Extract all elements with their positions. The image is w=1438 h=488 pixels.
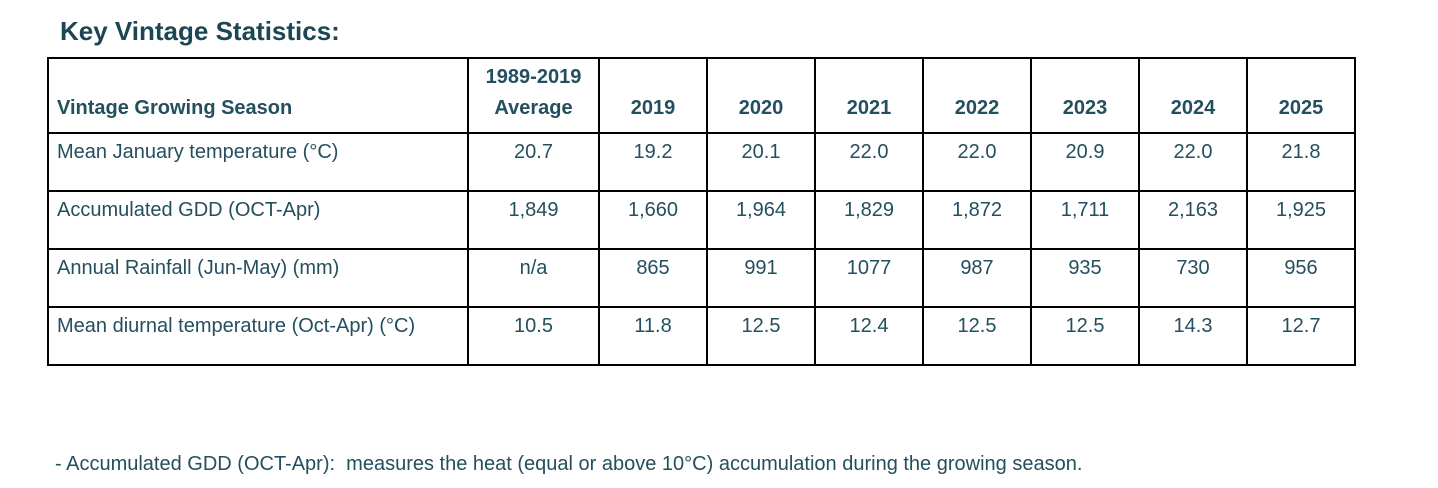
page-title: Key Vintage Statistics: bbox=[60, 16, 340, 46]
table-cell: 1,711 bbox=[1030, 190, 1140, 250]
table-cell: 20.9 bbox=[1030, 132, 1140, 192]
table-row-mean-diurnal-temperature: Mean diurnal temperature (Oct-Apr) (°C) … bbox=[47, 306, 1356, 366]
footnotes: - Accumulated GDD (OCT-Apr): measures th… bbox=[55, 382, 1341, 488]
header-year-2025: 2025 bbox=[1246, 57, 1356, 134]
table-cell: 865 bbox=[598, 248, 708, 308]
table-cell: 935 bbox=[1030, 248, 1140, 308]
table-cell: 12.5 bbox=[922, 306, 1032, 366]
table-cell: 730 bbox=[1138, 248, 1248, 308]
table-cell: 12.4 bbox=[814, 306, 924, 366]
table-cell: 21.8 bbox=[1246, 132, 1356, 192]
header-year-2022: 2022 bbox=[922, 57, 1032, 134]
table-cell: 22.0 bbox=[922, 132, 1032, 192]
table-row-mean-january-temperature: Mean January temperature (°C) 20.7 19.2 … bbox=[47, 132, 1356, 192]
row-label: Mean January temperature (°C) bbox=[47, 132, 469, 192]
table-cell: 22.0 bbox=[814, 132, 924, 192]
footnote-accumulated-gdd: - Accumulated GDD (OCT-Apr): measures th… bbox=[55, 453, 1083, 475]
table-cell: 12.5 bbox=[1030, 306, 1140, 366]
header-year-2021: 2021 bbox=[814, 57, 924, 134]
table-cell: 14.3 bbox=[1138, 306, 1248, 366]
table-cell: 987 bbox=[922, 248, 1032, 308]
table-cell: 1,849 bbox=[467, 190, 600, 250]
table-cell: 12.7 bbox=[1246, 306, 1356, 366]
vintage-statistics-table: Vintage Growing Season 1989-2019 Average… bbox=[47, 57, 1356, 366]
header-average-line1: 1989-2019 bbox=[485, 66, 582, 88]
header-year-2019: 2019 bbox=[598, 57, 708, 134]
table-cell: 20.7 bbox=[467, 132, 600, 192]
row-label: Mean diurnal temperature (Oct-Apr) (°C) bbox=[47, 306, 469, 366]
table-row-accumulated-gdd: Accumulated GDD (OCT-Apr) 1,849 1,660 1,… bbox=[47, 190, 1356, 250]
row-label: Annual Rainfall (Jun-May) (mm) bbox=[47, 248, 469, 308]
header-average-line2: Average bbox=[494, 97, 573, 119]
table-cell: 1,872 bbox=[922, 190, 1032, 250]
header-year-2020: 2020 bbox=[706, 57, 816, 134]
table-cell: 10.5 bbox=[467, 306, 600, 366]
table-cell: 991 bbox=[706, 248, 816, 308]
table-cell: n/a bbox=[467, 248, 600, 308]
table-cell: 19.2 bbox=[598, 132, 708, 192]
header-vintage-growing-season: Vintage Growing Season bbox=[47, 57, 469, 134]
table-cell: 1,964 bbox=[706, 190, 816, 250]
row-label: Accumulated GDD (OCT-Apr) bbox=[47, 190, 469, 250]
table-cell: 1,829 bbox=[814, 190, 924, 250]
table-cell: 1,925 bbox=[1246, 190, 1356, 250]
header-year-2023: 2023 bbox=[1030, 57, 1140, 134]
table-cell: 956 bbox=[1246, 248, 1356, 308]
table-cell: 11.8 bbox=[598, 306, 708, 366]
table-cell: 22.0 bbox=[1138, 132, 1248, 192]
table-cell: 1,660 bbox=[598, 190, 708, 250]
header-year-2024: 2024 bbox=[1138, 57, 1248, 134]
table-row-annual-rainfall: Annual Rainfall (Jun-May) (mm) n/a 865 9… bbox=[47, 248, 1356, 308]
table-cell: 2,163 bbox=[1138, 190, 1248, 250]
table-cell: 12.5 bbox=[706, 306, 816, 366]
table-cell: 1077 bbox=[814, 248, 924, 308]
table-header-row: Vintage Growing Season 1989-2019 Average… bbox=[47, 57, 1356, 134]
table-cell: 20.1 bbox=[706, 132, 816, 192]
header-average: 1989-2019 Average bbox=[467, 57, 600, 134]
